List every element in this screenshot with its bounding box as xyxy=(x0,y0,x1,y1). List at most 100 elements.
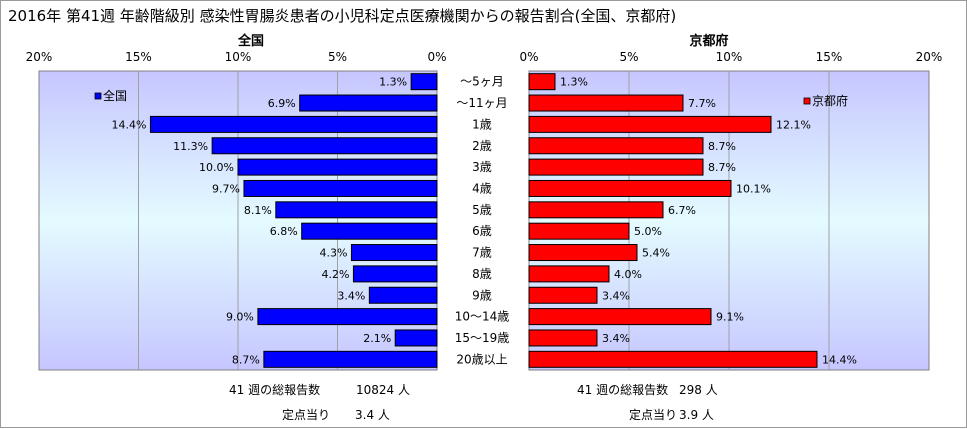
data-label: 2.1% xyxy=(363,332,391,345)
x-tick-label: 15% xyxy=(125,50,152,64)
category-label: 5歳 xyxy=(472,203,492,217)
bar xyxy=(410,73,438,91)
category-label: 10～14歳 xyxy=(455,310,510,324)
category-label: 2歳 xyxy=(472,139,492,153)
data-label: 5.0% xyxy=(634,225,662,238)
footer-per-value: 3.9 人 xyxy=(679,408,714,422)
x-tick-label: 5% xyxy=(328,50,347,64)
chart-title: 2016年 第41週 年齢階級別 感染性胃腸炎患者の小児科定点医療機関からの報告… xyxy=(8,7,676,25)
bar xyxy=(528,179,732,197)
category-label: 4歳 xyxy=(472,181,492,195)
panel-national: 0% 5% 10% 15% 20% 全国 1.3% 6.9% 14.4% 11.3% 10.0% 9.… xyxy=(26,33,447,422)
legend: 全国 xyxy=(94,88,127,103)
category-label: 1歳 xyxy=(472,117,492,131)
panel-title: 全国 xyxy=(237,33,264,49)
chart-panels: 0% 5% 10% 15% 20% 全国 1.3% 6.9% 14.4% 11.3% 10.0% 9.… xyxy=(26,33,943,422)
bar xyxy=(528,158,704,176)
bar xyxy=(368,286,438,304)
bar xyxy=(528,73,556,91)
data-label: 8.7% xyxy=(708,161,736,174)
data-label: 14.4% xyxy=(822,353,857,366)
legend: 京都府 xyxy=(803,93,848,108)
bar xyxy=(352,265,438,283)
category-label: 3歳 xyxy=(472,160,492,174)
data-label: 8.7% xyxy=(232,353,260,366)
data-label: 3.4% xyxy=(602,289,630,302)
panel-kyoto: 0% 5% 10% 15% 20%京都府1.3%7.7%12.1%8.7%8.7%10.… xyxy=(519,33,942,422)
data-label: 3.4% xyxy=(602,332,630,345)
bar xyxy=(237,158,438,176)
bar xyxy=(528,222,630,240)
category-label: 20歳以上 xyxy=(456,352,507,366)
panel-title: 京都府 xyxy=(689,33,728,49)
data-label: 10.0% xyxy=(199,161,234,174)
data-label: 6.7% xyxy=(668,204,696,217)
footer-total-value: 298 人 xyxy=(679,383,718,397)
data-label: 4.3% xyxy=(319,247,347,260)
data-label: 10.1% xyxy=(736,182,771,195)
footer-total-value: 10824 人 xyxy=(356,383,410,397)
x-tick-label: 0% xyxy=(427,50,446,64)
footer-per-label: 定点当り xyxy=(629,407,677,422)
bar xyxy=(149,115,438,133)
data-label: 4.0% xyxy=(614,268,642,281)
bar xyxy=(528,265,610,283)
bar xyxy=(394,329,438,347)
data-label: 1.3% xyxy=(379,76,407,89)
bar xyxy=(528,115,772,133)
data-label: 4.2% xyxy=(321,268,349,281)
footer-total-label: 41 週の総報告数 xyxy=(577,382,668,397)
category-label: ～5ヶ月 xyxy=(460,75,504,89)
category-label: 9歳 xyxy=(472,288,492,302)
data-label: 1.3% xyxy=(560,76,588,89)
category-label: 8歳 xyxy=(472,267,492,281)
bar xyxy=(528,201,664,219)
bar xyxy=(528,137,704,155)
category-label: 7歳 xyxy=(472,246,492,260)
x-tick-label: 20% xyxy=(916,50,943,64)
data-label: 6.8% xyxy=(270,225,298,238)
bar xyxy=(257,308,438,326)
bar xyxy=(275,201,438,219)
data-label: 11.3% xyxy=(173,140,208,153)
legend-label: 全国 xyxy=(103,88,127,103)
bar xyxy=(528,308,712,326)
data-label: 12.1% xyxy=(776,118,811,131)
x-tick-label: 5% xyxy=(619,50,638,64)
data-label: 14.4% xyxy=(111,118,146,131)
bar xyxy=(301,222,438,240)
bar xyxy=(211,137,438,155)
footer-per-value: 3.4 人 xyxy=(355,408,390,422)
data-label: 9.1% xyxy=(716,311,744,324)
data-label: 9.0% xyxy=(226,311,254,324)
footer-per-label: 定点当り xyxy=(282,407,330,422)
data-label: 5.4% xyxy=(642,247,670,260)
footer-total-label: 41 週の総報告数 xyxy=(229,382,320,397)
bar xyxy=(263,350,438,368)
bar xyxy=(528,244,638,262)
legend-swatch xyxy=(803,97,811,105)
category-label: 6歳 xyxy=(472,224,492,238)
x-tick-label: 10% xyxy=(716,50,743,64)
bar xyxy=(243,179,438,197)
bar xyxy=(528,286,598,304)
bar xyxy=(528,350,818,368)
x-tick-label: 10% xyxy=(225,50,252,64)
bar xyxy=(299,94,438,112)
category-label: 15～19歳 xyxy=(455,331,510,345)
data-label: 3.4% xyxy=(337,289,365,302)
data-label: 9.7% xyxy=(212,182,240,195)
category-label: ～11ヶ月 xyxy=(456,96,507,110)
legend-swatch xyxy=(94,92,102,100)
data-label: 8.7% xyxy=(708,140,736,153)
data-label: 8.1% xyxy=(244,204,272,217)
x-tick-label: 15% xyxy=(816,50,843,64)
data-label: 6.9% xyxy=(268,97,296,110)
data-label: 7.7% xyxy=(688,97,716,110)
category-labels: ～5ヶ月 ～11ヶ月 1歳 2歳 3歳 4歳 5歳 6歳 7歳 8歳 9歳 10～14歳 15～19歳 2… xyxy=(455,75,510,367)
legend-label: 京都府 xyxy=(812,93,848,108)
x-tick-label: 0% xyxy=(519,50,538,64)
x-tick-label: 20% xyxy=(26,50,53,64)
